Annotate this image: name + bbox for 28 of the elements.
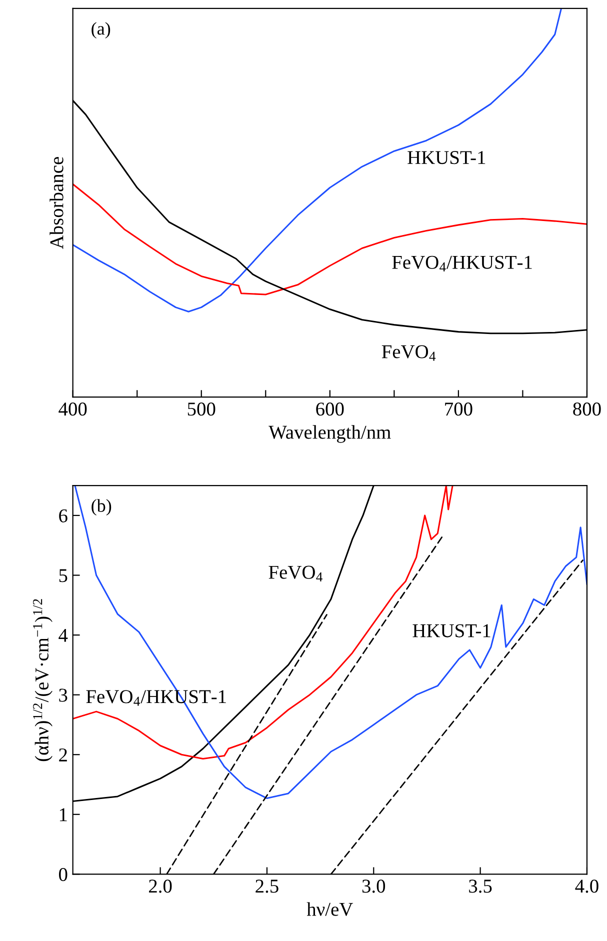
series-label: FeVO$_{4}$ — [268, 566, 322, 582]
x-tick-label: 700 — [445, 402, 472, 416]
x-tick-label: 3.5 — [469, 880, 492, 893]
annotation: (b) — [92, 499, 112, 516]
series-label: FeVO$_{4}$/HKUST-1 — [392, 256, 532, 272]
x-axis-title: hν/eV — [306, 902, 353, 916]
y-axis-title: Absorbance — [50, 157, 64, 250]
series-label: FeVO$_{4}$ — [382, 345, 436, 361]
series-label: HKUST-1 — [408, 151, 486, 164]
y-tick-label: 2 — [59, 748, 67, 762]
y-tick-label: 6 — [59, 509, 68, 522]
y-tick-label: 1 — [60, 808, 67, 822]
y-axis-title: (αhν)$^{1/2}$/(eV·cm$^{−1}$)$^{1/2}$ — [33, 599, 52, 762]
x-tick-label: 500 — [188, 402, 216, 416]
annotation: (a) — [92, 22, 110, 38]
x-axis-title: Wavelength/nm — [268, 425, 391, 443]
x-tick-label: 3.0 — [362, 880, 386, 893]
x-tick-label: 600 — [316, 402, 344, 416]
y-tick-label: 4 — [58, 628, 68, 642]
x-tick-label: 4.0 — [575, 880, 598, 893]
y-tick-label: 5 — [59, 569, 68, 582]
x-tick-label: 400 — [58, 402, 87, 416]
y-tick-label: 0 — [59, 868, 68, 882]
x-tick-label: 800 — [573, 402, 601, 416]
x-tick-label: 2.5 — [256, 880, 278, 893]
series-label: HKUST-1 — [412, 624, 490, 638]
x-tick-label: 2.0 — [149, 880, 172, 893]
y-tick-label: 3 — [59, 688, 68, 702]
